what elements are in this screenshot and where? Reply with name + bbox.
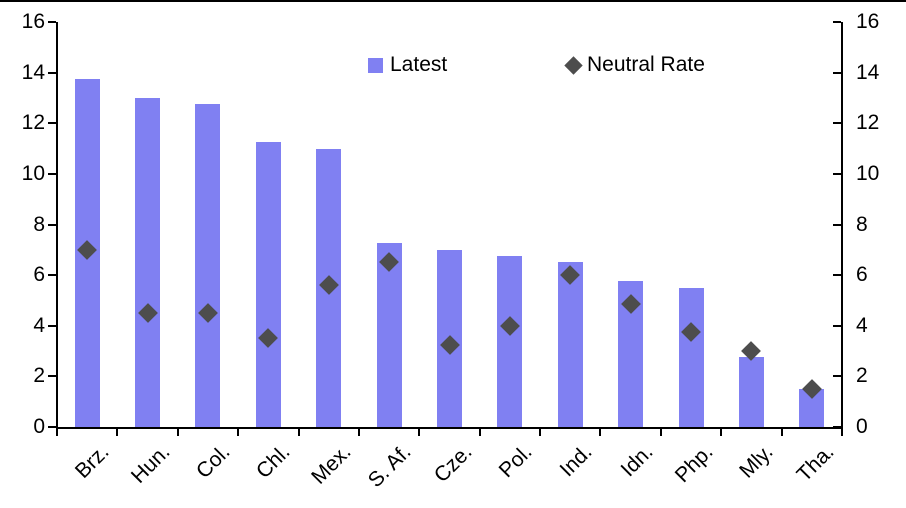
y-axis-right-tick bbox=[833, 172, 841, 175]
legend-label-neutral-rate: Neutral Rate bbox=[587, 53, 705, 76]
bar-chl bbox=[255, 142, 281, 427]
y-axis-tick-label-right: 0 bbox=[856, 415, 868, 438]
y-axis-right-tick bbox=[833, 122, 841, 125]
latest-square-swatch-icon bbox=[368, 58, 383, 73]
y-axis-right-tick bbox=[833, 375, 841, 378]
y-axis-left-tick bbox=[48, 274, 56, 277]
x-axis-tick bbox=[599, 429, 602, 436]
y-axis-left-tick bbox=[48, 71, 56, 74]
y-axis-tick-label-left: 10 bbox=[21, 161, 45, 185]
x-axis-tick bbox=[357, 429, 360, 436]
y-axis-left-tick bbox=[48, 223, 56, 226]
bar-ind bbox=[557, 262, 583, 427]
y-axis-tick-label-right: 12 bbox=[856, 111, 880, 135]
x-axis-tick bbox=[841, 429, 843, 436]
y-axis-left-tick bbox=[48, 426, 56, 428]
x-axis-tick bbox=[116, 429, 119, 436]
y-axis-tick-label-left: 8 bbox=[33, 212, 45, 236]
x-axis-tick bbox=[659, 429, 662, 436]
y-axis-right-tick bbox=[833, 223, 841, 226]
x-axis-tick bbox=[720, 429, 723, 436]
y-axis-right-tick bbox=[833, 274, 841, 277]
x-axis-tick bbox=[539, 429, 542, 436]
x-axis-tick bbox=[56, 429, 58, 436]
y-axis-tick-label-right: 6 bbox=[856, 263, 868, 287]
y-axis-right-line bbox=[841, 22, 843, 429]
bar-mly bbox=[738, 357, 764, 427]
y-axis-tick-label-left: 4 bbox=[33, 313, 45, 337]
x-axis-label-brz: Brz. bbox=[71, 440, 114, 483]
x-axis-tick bbox=[237, 429, 240, 436]
bar-php bbox=[678, 287, 704, 427]
legend-label-latest: Latest bbox=[390, 53, 448, 76]
x-axis-tick bbox=[418, 429, 421, 436]
y-axis-tick-label-right: 8 bbox=[856, 212, 868, 236]
x-axis-line bbox=[56, 427, 843, 429]
x-axis-tick bbox=[297, 429, 300, 436]
x-axis-tick bbox=[780, 429, 783, 436]
y-axis-right-tick bbox=[833, 71, 841, 74]
y-axis-right-tick bbox=[833, 324, 841, 327]
y-axis-left-line bbox=[56, 22, 58, 429]
y-axis-tick-label-right: 14 bbox=[856, 60, 880, 84]
y-axis-left-tick bbox=[48, 21, 56, 23]
bar-col bbox=[195, 104, 221, 427]
x-axis-tick bbox=[176, 429, 179, 436]
y-axis-tick-label-left: 0 bbox=[33, 415, 45, 438]
y-axis-tick-label-left: 2 bbox=[33, 364, 45, 388]
y-axis-tick-label-left: 6 bbox=[33, 263, 45, 287]
y-axis-tick-label-right: 2 bbox=[856, 364, 868, 388]
y-axis-left-tick bbox=[48, 375, 56, 378]
y-axis-left-tick bbox=[48, 324, 56, 327]
y-axis-right-tick bbox=[833, 21, 841, 23]
bar-pol bbox=[497, 256, 523, 427]
x-axis-tick bbox=[478, 429, 481, 436]
bar-hun bbox=[135, 97, 161, 427]
y-axis-tick-label-left: 14 bbox=[21, 60, 45, 84]
y-axis-left-tick bbox=[48, 122, 56, 125]
y-axis-right-tick bbox=[833, 426, 841, 428]
y-axis-tick-label-right: 10 bbox=[856, 161, 880, 185]
y-axis-tick-label-right: 4 bbox=[856, 313, 868, 337]
neutral-rate-diamond-icon bbox=[564, 56, 583, 75]
y-axis-left-tick bbox=[48, 172, 56, 175]
y-axis-tick-label-left: 12 bbox=[21, 111, 45, 135]
chart-top-border-line bbox=[0, 0, 906, 2]
y-axis-tick-label-right: 16 bbox=[856, 10, 880, 33]
bar-saf bbox=[376, 243, 402, 427]
y-axis-tick-label-left: 16 bbox=[21, 10, 45, 33]
